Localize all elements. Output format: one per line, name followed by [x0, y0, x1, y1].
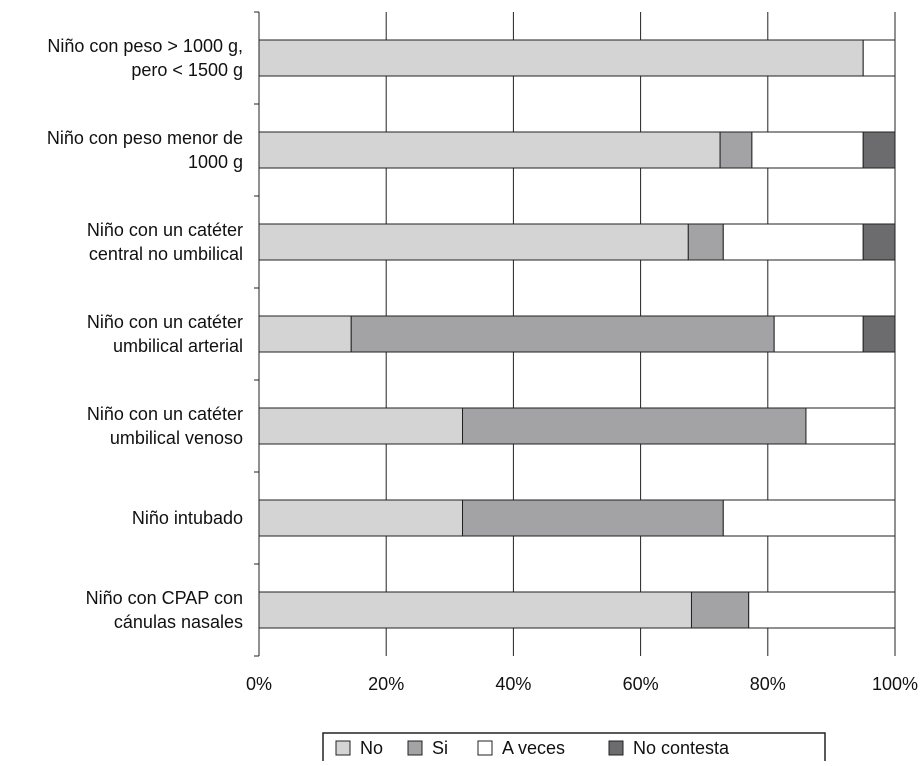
- bar-segment-3-3: [862, 315, 896, 353]
- bar-segment-5-1: [462, 499, 724, 537]
- bar-segment-1-2: [751, 131, 864, 169]
- x-tick-label: 40%: [495, 674, 531, 694]
- bar-segment-6-2: [748, 591, 896, 629]
- bar-segment-6-0: [258, 591, 692, 629]
- bar-segment-4-0: [258, 407, 464, 445]
- x-tick-label: 80%: [750, 674, 786, 694]
- legend-box: [322, 732, 826, 764]
- bar-segment-5-2: [722, 499, 896, 537]
- x-tick-label: 0%: [246, 674, 272, 694]
- x-tick-label: 20%: [368, 674, 404, 694]
- legend-label-0: No: [360, 738, 383, 758]
- bar-segment-1-1: [719, 131, 753, 169]
- bar-segment-1-0: [258, 131, 721, 169]
- bar-segment-4-1: [462, 407, 807, 445]
- bar-segment-1-3: [862, 131, 896, 169]
- category-label: Niño con CPAP con cánulas nasales: [86, 588, 243, 632]
- bar-segment-2-0: [258, 223, 689, 261]
- category-label: Niño con peso > 1000 g, pero < 1500 g: [47, 36, 243, 80]
- bar-segment-2-2: [722, 223, 864, 261]
- legend-label-1: Si: [432, 738, 448, 758]
- x-tick-label: 60%: [623, 674, 659, 694]
- bar-segment-3-2: [773, 315, 864, 353]
- x-tick-label: 100%: [872, 674, 918, 694]
- bar-segment-3-1: [350, 315, 775, 353]
- legend-label-3: No contesta: [633, 738, 730, 758]
- legend-swatch-3: [608, 740, 624, 756]
- bar-segment-4-2: [805, 407, 896, 445]
- category-label: Niño con un catéter umbilical venoso: [87, 404, 243, 448]
- bar-segment-5-0: [258, 499, 464, 537]
- bar-segment-2-1: [687, 223, 724, 261]
- category-label: Niño con un catéter umbilical arterial: [87, 312, 243, 356]
- legend-swatch-2: [477, 740, 493, 756]
- legend-label-2: A veces: [502, 738, 565, 758]
- legend-swatch-0: [335, 740, 351, 756]
- bar-segment-6-1: [690, 591, 750, 629]
- category-label: Niño con un catéter central no umbilical: [87, 220, 243, 264]
- category-label: Niño con peso menor de 1000 g: [47, 128, 243, 172]
- bar-segment-2-3: [862, 223, 896, 261]
- category-label: Niño intubado: [132, 508, 243, 528]
- bar-segment-0-0: [258, 39, 864, 77]
- legend-swatch-1: [407, 740, 423, 756]
- bar-segment-3-0: [258, 315, 352, 353]
- bar-segment-0-2: [862, 39, 896, 77]
